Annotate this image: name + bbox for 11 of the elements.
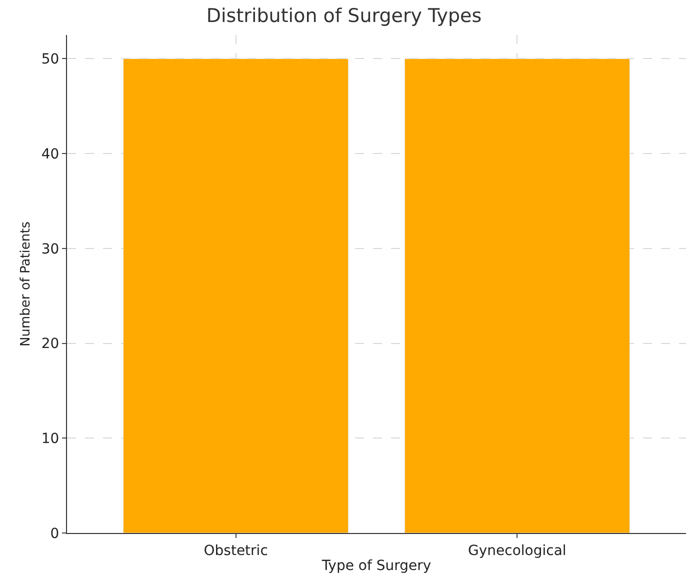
chart-title: Distribution of Surgery Types (206, 4, 482, 27)
y-tick-label: 0 (50, 526, 60, 542)
x-tick-label: Obstetric (204, 542, 268, 559)
y-tick-label: 10 (41, 431, 60, 448)
y-axis-title: Number of Patients (18, 221, 34, 347)
y-tick-label: 30 (41, 241, 60, 258)
x-tick-label: Gynecological (468, 542, 566, 559)
y-tick-label: 20 (41, 336, 60, 352)
y-tick-label: 40 (41, 146, 60, 162)
y-tick-label: 50 (41, 52, 60, 68)
x-axis-title: Type of Surgery (320, 558, 432, 574)
